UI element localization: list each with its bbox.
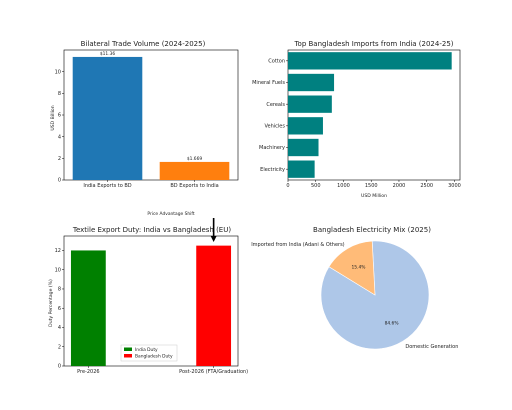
- chart3-plot-area: 0 2 4 6 8 10 12 Pre-2026 Post-2026 (FTA/Graduati…: [55, 218, 248, 375]
- chart1-ytick-label: 0: [58, 178, 61, 184]
- chart2-ytick-label: Machinery: [259, 145, 285, 151]
- chart4-pct-label: 15.4%: [351, 265, 365, 271]
- chart1-ytick-label: 6: [58, 113, 61, 119]
- chart2-xtick-label: 1500: [365, 183, 378, 189]
- chart1-bar: [72, 56, 143, 180]
- chart-top-imports: Top Bangladesh Imports from India (2024-…: [252, 40, 461, 199]
- chart2-ytick-label: Vehicles: [265, 124, 286, 130]
- chart3-legend-label: Bangladesh Duty: [135, 354, 173, 360]
- chart2-xtick-label: 0: [286, 183, 289, 189]
- chart3-legend-swatch: [124, 354, 132, 358]
- chart2-ytick-label: Cereals: [266, 102, 285, 108]
- chart3-xtick-label: Post-2026 (FTA/Graduation): [179, 369, 248, 375]
- chart1-ytick-label: 4: [58, 134, 61, 140]
- chart2-xtick-label: 2000: [393, 183, 406, 189]
- chart3-ytick-label: 6: [58, 306, 61, 312]
- chart3-ytick-label: 0: [58, 364, 61, 370]
- chart4-slice: [328, 240, 376, 296]
- chart2-bar: [288, 73, 335, 92]
- chart3-xtick-label: Pre-2026: [77, 369, 99, 375]
- chart1-title: Bilateral Trade Volume (2024-2025): [81, 40, 206, 48]
- chart3-ytick-label: 4: [58, 325, 61, 331]
- chart3-bar: [70, 250, 106, 366]
- chart2-bar: [288, 95, 332, 113]
- chart1-ytick-label: 10: [55, 69, 61, 75]
- chart4-slice-label: Imported from India (Adani & Others): [251, 242, 344, 248]
- chart1-ytick-label: 8: [58, 91, 61, 97]
- chart3-ylabel: Duty Percentage (%): [48, 279, 54, 327]
- chart3-bar: [196, 245, 232, 366]
- chart2-xtick-label: 3000: [448, 183, 461, 189]
- chart1-plot-area: 0 2 4 6 8 10 $11.36 India Exports to BD $1.669 BD…: [55, 49, 239, 189]
- chart-electricity-mix: Bangladesh Electricity Mix (2025) 84.6% D…: [251, 226, 458, 350]
- chart-bilateral-trade: Bilateral Trade Volume (2024-2025) USD B…: [50, 40, 239, 189]
- chart4-title: Bangladesh Electricity Mix (2025): [313, 226, 431, 234]
- chart2-xtick-label: 2500: [420, 183, 433, 189]
- chart1-data-label: $11.36: [100, 51, 116, 57]
- chart3-legend-label: India Duty: [135, 347, 158, 353]
- chart2-ytick-label: Electricity: [260, 167, 285, 173]
- chart3-legend-box: [120, 344, 178, 362]
- chart3-ytick-label: 10: [55, 267, 61, 273]
- chart3-title: Textile Export Duty: India vs Bangladesh…: [72, 226, 231, 234]
- chart2-bar: [288, 117, 323, 135]
- chart1-data-label: $1.669: [187, 156, 203, 162]
- chart3-annotation-arrowhead: [210, 236, 217, 242]
- chart2-bar: [288, 160, 315, 178]
- chart1-ytick-label: 2: [58, 156, 61, 162]
- chart4-plot-area: 84.6% Domestic Generation 15.4% Imported fr…: [251, 240, 458, 350]
- chart-textile-duty: Price Advantage Shift Textile Export Dut…: [48, 211, 248, 375]
- chart2-ytick-label: Mineral Fuels: [252, 80, 285, 86]
- chart2-frame: [287, 49, 461, 181]
- chart2-xlabel: USD Million: [361, 193, 387, 199]
- chart2-plot-area: Cotton Mineral Fuels Cereals Vehicles Machin…: [252, 49, 461, 189]
- chart2-ytick-label: Cotton: [268, 59, 285, 65]
- chart1-ylabel: USD Billion: [50, 105, 56, 130]
- chart4-slice-label: Domestic Generation: [405, 344, 458, 350]
- chart1-xtick-label: BD Exports to India: [170, 183, 218, 189]
- chart3-frame: [63, 235, 239, 367]
- chart1-bar: [159, 161, 230, 180]
- chart3-annotation: Price Advantage Shift: [147, 211, 194, 217]
- chart2-xtick-label: 500: [311, 183, 321, 189]
- chart4-pct-label: 84.6%: [385, 320, 399, 326]
- chart2-bar: [288, 52, 452, 70]
- chart2-bar: [288, 138, 319, 157]
- chart3-ytick-label: 12: [55, 248, 61, 254]
- chart3-ytick-label: 2: [58, 344, 61, 350]
- chart1-xtick-label: India Exports to BD: [83, 183, 131, 189]
- chart3-ytick-label: 8: [58, 287, 61, 293]
- chart3-legend-swatch: [124, 347, 132, 351]
- chart2-xtick-label: 1000: [337, 183, 350, 189]
- chart2-title: Top Bangladesh Imports from India (2024-…: [293, 40, 453, 48]
